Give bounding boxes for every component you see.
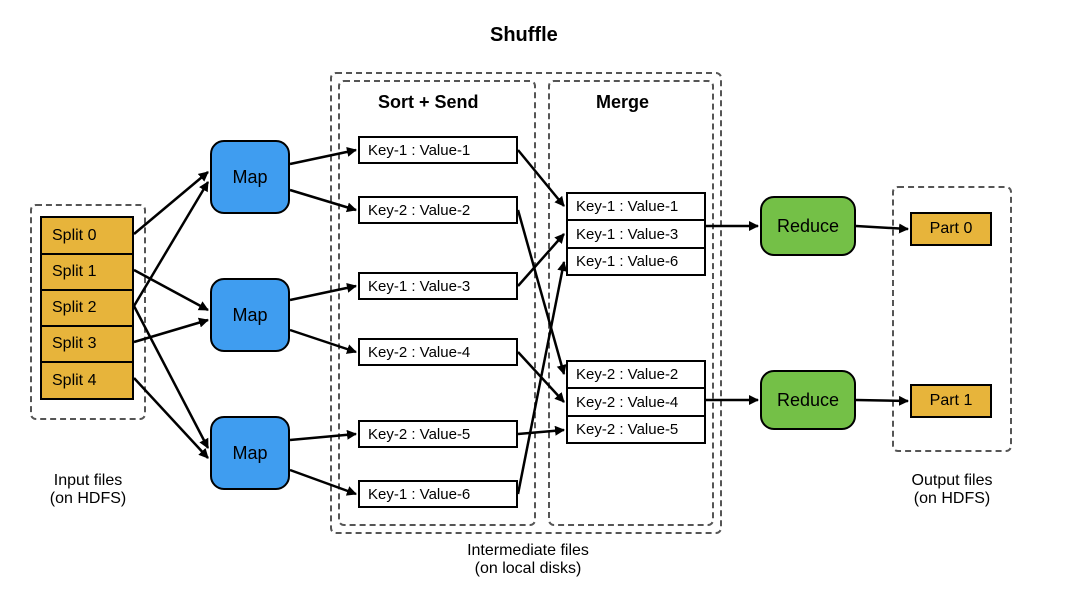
merge-dashed-box bbox=[548, 80, 714, 526]
map-1: Map bbox=[210, 278, 290, 352]
sort-send-label: Sort + Send bbox=[378, 92, 479, 113]
map-2: Map bbox=[210, 416, 290, 490]
kv-2: Key-1 : Value-3 bbox=[358, 272, 518, 300]
split-stack: Split 0 Split 1 Split 2 Split 3 Split 4 bbox=[40, 216, 134, 400]
input-caption-l1: Input files bbox=[54, 472, 122, 489]
intermediate-caption: Intermediate files (on local disks) bbox=[438, 542, 618, 578]
merge2-2: Key-2 : Value-5 bbox=[566, 416, 706, 444]
map-0: Map bbox=[210, 140, 290, 214]
output-caption: Output files (on HDFS) bbox=[862, 472, 1042, 508]
kv-1: Key-2 : Value-2 bbox=[358, 196, 518, 224]
merge1-1: Key-1 : Value-3 bbox=[566, 220, 706, 248]
input-caption-l2: (on HDFS) bbox=[50, 490, 126, 507]
split-1: Split 1 bbox=[42, 254, 132, 290]
merge-group-1: Key-1 : Value-1 Key-1 : Value-3 Key-1 : … bbox=[566, 192, 706, 276]
part-1: Part 1 bbox=[910, 384, 992, 418]
split-2: Split 2 bbox=[42, 290, 132, 326]
merge1-0: Key-1 : Value-1 bbox=[566, 192, 706, 220]
reduce-1: Reduce bbox=[760, 370, 856, 430]
intermediate-caption-l1: Intermediate files bbox=[467, 542, 589, 559]
split-3: Split 3 bbox=[42, 326, 132, 362]
split-0: Split 0 bbox=[42, 218, 132, 254]
reduce-0: Reduce bbox=[760, 196, 856, 256]
merge2-1: Key-2 : Value-4 bbox=[566, 388, 706, 416]
merge-group-2: Key-2 : Value-2 Key-2 : Value-4 Key-2 : … bbox=[566, 360, 706, 444]
input-caption: Input files (on HDFS) bbox=[0, 472, 178, 508]
output-caption-l2: (on HDFS) bbox=[914, 490, 990, 507]
merge1-2: Key-1 : Value-6 bbox=[566, 248, 706, 276]
kv-5: Key-1 : Value-6 bbox=[358, 480, 518, 508]
split-4: Split 4 bbox=[42, 362, 132, 398]
output-caption-l1: Output files bbox=[912, 472, 993, 489]
kv-0: Key-1 : Value-1 bbox=[358, 136, 518, 164]
kv-4: Key-2 : Value-5 bbox=[358, 420, 518, 448]
shuffle-title: Shuffle bbox=[490, 24, 558, 47]
kv-3: Key-2 : Value-4 bbox=[358, 338, 518, 366]
merge2-0: Key-2 : Value-2 bbox=[566, 360, 706, 388]
merge-label: Merge bbox=[596, 92, 649, 113]
diagram-canvas: Shuffle Split 0 Split 1 Split 2 Split 3 … bbox=[0, 0, 1076, 594]
intermediate-caption-l2: (on local disks) bbox=[475, 560, 582, 577]
part-0: Part 0 bbox=[910, 212, 992, 246]
